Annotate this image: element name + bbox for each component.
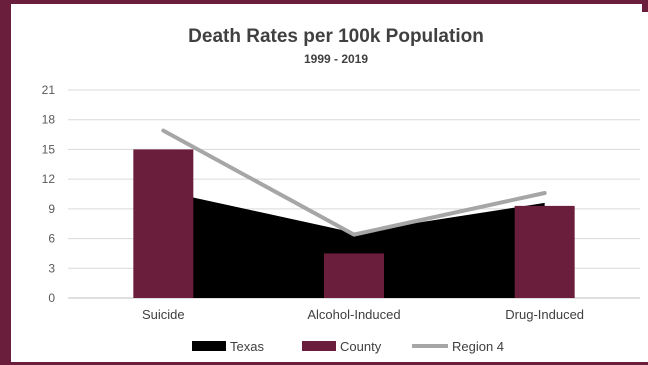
y-tick-label-3: 3: [48, 261, 55, 275]
texas-area-series: [163, 191, 545, 298]
chart-subtitle: 1999 - 2019: [304, 52, 368, 66]
y-tick-label-0: 0: [48, 291, 55, 305]
county-bar-alcohol-induced: [324, 253, 384, 298]
legend: Texas County Region 4: [192, 339, 504, 354]
y-tick-label-9: 9: [48, 202, 55, 216]
y-tick-label-12: 12: [42, 172, 56, 186]
x-tick-label-alcohol-induced: Alcohol-Induced: [307, 307, 400, 322]
y-tick-label-18: 18: [42, 113, 56, 127]
county-bar-suicide: [133, 149, 194, 298]
x-tick-label-drug-induced: Drug-Induced: [505, 307, 584, 322]
legend-swatch-county: [302, 341, 336, 351]
x-tick-label-suicide: Suicide: [142, 307, 185, 322]
y-tick-label-6: 6: [48, 232, 55, 246]
chart-title: Death Rates per 100k Population: [188, 26, 484, 47]
county-bar-series: [133, 149, 575, 298]
legend-label-texas: Texas: [230, 339, 264, 354]
legend-label-region-4: Region 4: [452, 339, 504, 354]
y-tick-label-15: 15: [42, 142, 56, 156]
y-tick-label-21: 21: [42, 83, 56, 97]
chart-area: Death Rates per 100k Population 1999 - 2…: [27, 12, 648, 362]
county-bar-drug-induced: [514, 205, 575, 298]
y-axis-ticks: 0 3 6 9 12 15 18 21: [42, 83, 56, 305]
chart-svg: Death Rates per 100k Population 1999 - 2…: [42, 26, 640, 354]
legend-label-county: County: [340, 339, 382, 354]
x-axis-categories: Suicide Alcohol-Induced Drug-Induced: [142, 307, 584, 322]
legend-swatch-texas: [192, 341, 226, 351]
region-line-series: [161, 128, 547, 237]
texas-area: [163, 191, 545, 298]
